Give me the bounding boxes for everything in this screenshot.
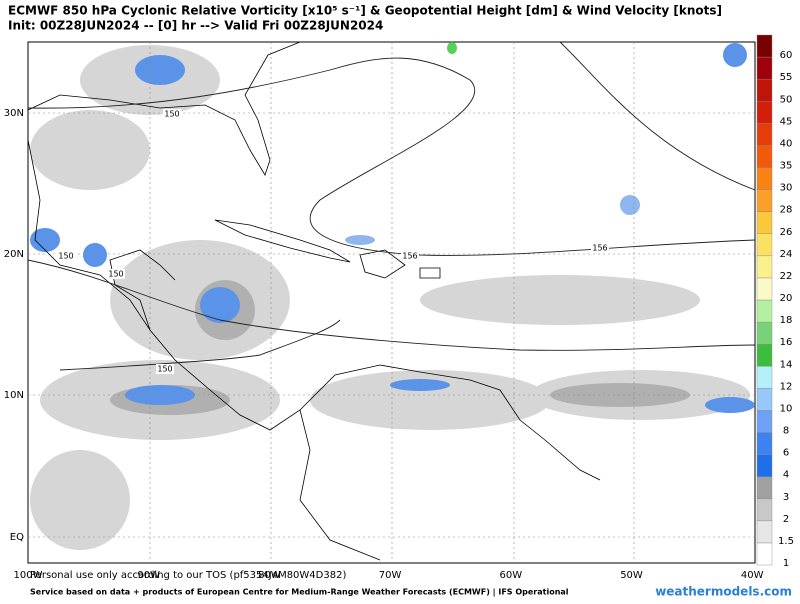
colorbar-swatch <box>756 366 773 389</box>
colorbar-label: 26 <box>780 227 793 238</box>
lat-label: 30N <box>4 108 24 119</box>
lon-label: 90W <box>137 570 160 581</box>
contour-label: 156 <box>402 252 417 261</box>
colorbar-label: 18 <box>780 315 793 326</box>
contour-label: 150 <box>58 252 73 261</box>
colorbar-label: 60 <box>780 50 793 61</box>
contour-label-bg <box>107 269 125 279</box>
colorbar-swatch <box>756 277 773 301</box>
title: ECMWF 850 hPa Cyclonic Relative Vorticit… <box>8 4 722 18</box>
shading <box>420 275 700 325</box>
colorbar-swatch <box>756 56 773 80</box>
lat-label: EQ <box>10 532 24 543</box>
colorbar-label: 20 <box>780 293 793 304</box>
lon-label: 60W <box>499 570 522 581</box>
contour-label: 156 <box>592 244 607 253</box>
colorbar-label: 6 <box>783 448 789 459</box>
colorbar-swatch <box>756 255 773 279</box>
colorbar-swatch <box>756 410 773 433</box>
shading <box>723 43 747 67</box>
colorbar-label: 45 <box>780 116 793 127</box>
colorbar-label: 14 <box>780 359 793 370</box>
contour-label-bg <box>401 251 419 261</box>
colorbar-swatch <box>756 211 773 234</box>
colorbar-swatch <box>756 123 773 146</box>
axis-labels: 30N 20N 10N EQ 100W 90W 80W 70W 60W 50W 40W <box>4 108 764 581</box>
colorbar-swatch <box>756 454 773 477</box>
colorbar-swatch <box>756 145 773 168</box>
colorbar-label: 40 <box>780 138 793 149</box>
colorbar-label: 12 <box>780 381 793 392</box>
colorbar-label: 55 <box>780 72 793 83</box>
shading <box>447 42 457 54</box>
colorbar-label: 24 <box>780 249 793 260</box>
colorbar-swatch <box>756 520 773 544</box>
shading <box>705 397 755 413</box>
colorbar-label: 3 <box>783 492 789 503</box>
colorbar-swatch <box>756 388 773 411</box>
colorbar-swatch <box>756 233 773 257</box>
contour-labels: 150 150 150 150 156 156 <box>57 109 609 374</box>
colorbar-label: 22 <box>780 271 793 282</box>
colorbar-label: 1 <box>783 558 789 569</box>
shading <box>390 379 450 391</box>
colorbar-swatch <box>756 34 773 58</box>
contour-label-bg <box>156 364 174 374</box>
colorbar-swatch <box>756 432 773 455</box>
colorbar-label: 30 <box>780 183 793 194</box>
credit: Service based on data + products of Euro… <box>30 588 569 597</box>
shading <box>135 55 185 85</box>
brand[interactable]: weathermodels.com <box>655 585 792 599</box>
shading <box>83 243 107 267</box>
colorbar-swatch <box>756 542 773 566</box>
colorbar-swatch <box>756 299 773 323</box>
colorbar-label: 50 <box>780 94 793 105</box>
colorbar-label: 16 <box>780 337 793 348</box>
shading <box>30 110 150 190</box>
lon-label: 50W <box>620 570 643 581</box>
contour-label: 150 <box>157 365 172 374</box>
lon-label: 40W <box>741 570 764 581</box>
shading <box>30 450 130 550</box>
subtitle: Init: 00Z28JUN2024 -- [0] hr --> Valid F… <box>8 19 383 33</box>
shading <box>345 235 375 245</box>
colorbar-swatch <box>756 498 773 522</box>
colorbar-swatch <box>756 476 773 499</box>
colorbar-label: 28 <box>780 205 793 216</box>
colorbar: 1 1.5 2 3 4 6 8 10 12 14 16 18 20 22 24 26 28 30 35 40 45 50 5… <box>756 34 794 569</box>
contour-label-bg <box>57 251 75 261</box>
contour-label-bg <box>163 109 181 119</box>
shading <box>200 287 240 323</box>
colorbar-swatch <box>756 189 773 212</box>
contour-label: 150 <box>164 110 179 119</box>
disclaimer: Personal use only according to our TOS (… <box>30 570 346 581</box>
shading <box>620 195 640 215</box>
height-contours <box>27 41 756 371</box>
shading <box>30 228 60 252</box>
colorbar-label: 8 <box>783 426 789 437</box>
colorbar-swatch <box>756 167 773 190</box>
colorbar-label: 2 <box>783 514 789 525</box>
colorbar-swatch <box>756 101 773 124</box>
colorbar-label: 4 <box>783 470 789 481</box>
shading <box>310 370 550 430</box>
lon-label: 70W <box>379 570 402 581</box>
lon-label: 80W <box>258 570 281 581</box>
colorbar-swatch <box>756 78 773 102</box>
colorbar-swatch <box>756 343 773 367</box>
graticule <box>28 42 755 563</box>
colorbar-label: 1.5 <box>778 536 794 547</box>
map: 150 150 150 150 156 156 30N 20N 10N EQ 100W 90W 80W… <box>4 41 764 581</box>
coastlines <box>28 42 601 561</box>
lat-label: 20N <box>4 249 24 260</box>
lat-label: 10N <box>4 390 24 401</box>
contour-label: 150 <box>108 270 123 279</box>
colorbar-swatch <box>756 321 773 345</box>
colorbar-label: 35 <box>780 161 793 172</box>
colorbar-label: 10 <box>780 403 793 414</box>
lon-label: 100W <box>14 570 43 581</box>
contour-label-bg <box>591 243 609 253</box>
